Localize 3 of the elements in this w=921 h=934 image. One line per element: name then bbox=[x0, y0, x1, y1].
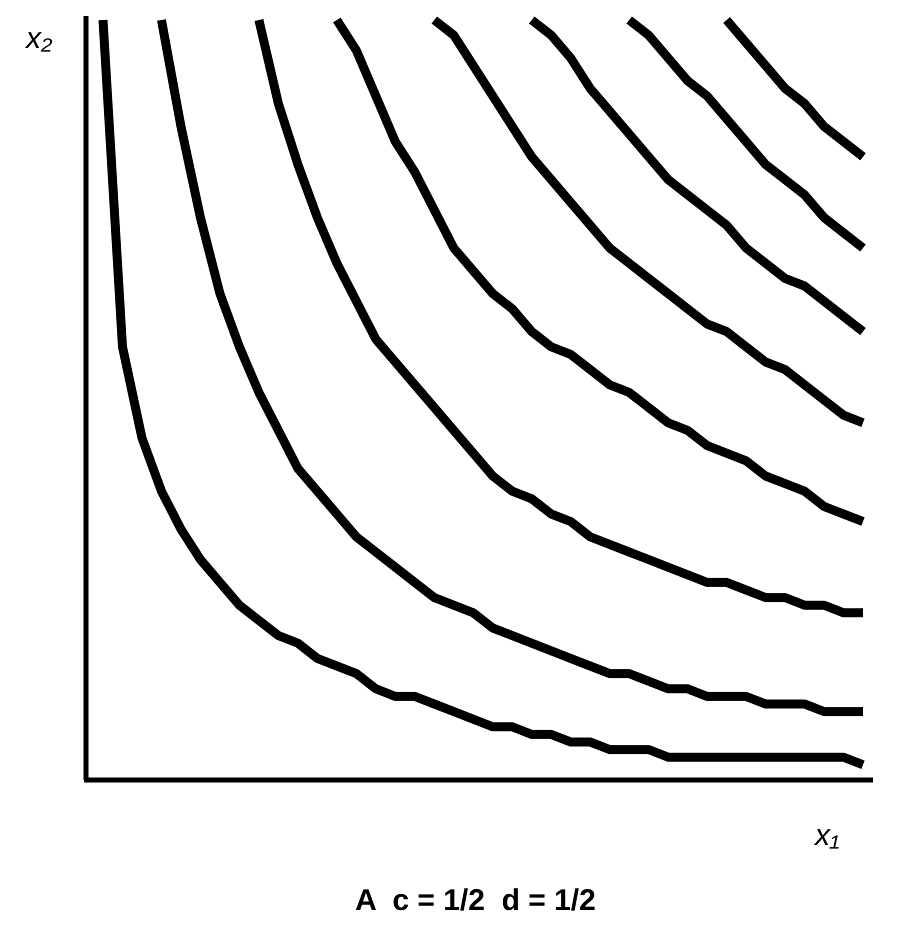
text: A c = 1/2 d = 1/2 bbox=[355, 884, 596, 917]
y-axis-title: x₂ bbox=[24, 22, 53, 55]
x-axis-title: x₁ bbox=[813, 819, 840, 852]
